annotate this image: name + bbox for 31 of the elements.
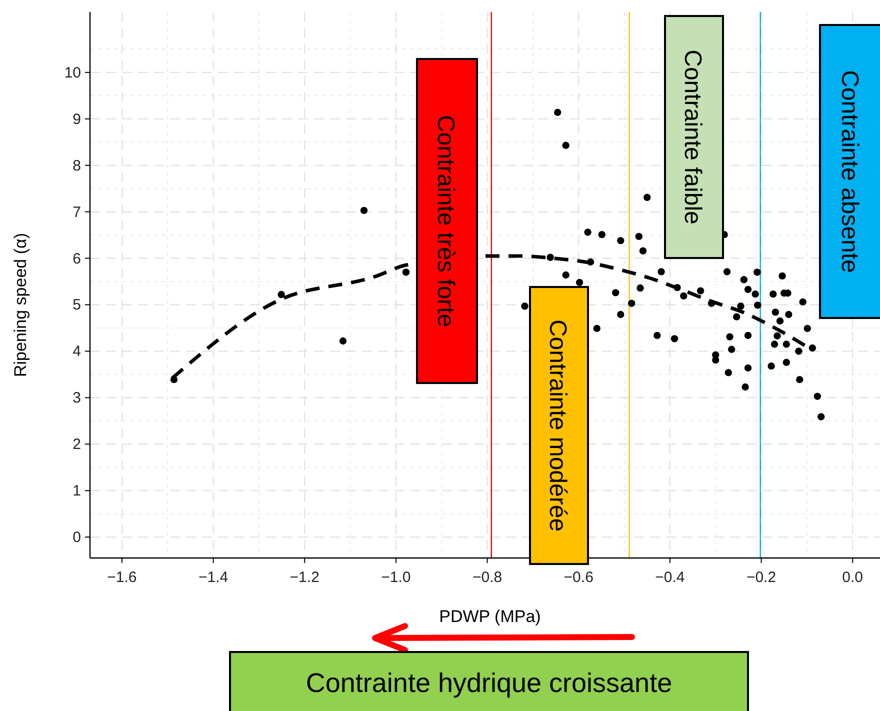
annotation: Contrainte faible [679,50,706,224]
x-tick-label: −0.4 [655,569,685,586]
x-tick-label: −1.4 [198,569,228,586]
x-tick-label: −0.2 [746,569,776,586]
annotation: Contrainte modérée [544,319,571,532]
label-box: Contrainte absente [819,24,880,319]
y-tick-label: 4 [72,343,81,360]
y-tick-label: 8 [72,157,81,174]
x-axis-title: PDWP (MPa) [439,607,541,626]
x-tick-label: −0.8 [472,569,502,586]
y-tick-label: 9 [72,110,81,128]
label-box: Contrainte très forte [416,58,478,384]
x-tick-label: 0.0 [842,569,864,586]
label-box: Contrainte modérée [529,286,589,565]
x-tick-label: −1.0 [381,569,411,586]
x-tick-label: −0.6 [564,569,594,586]
y-tick-label: 1 [72,482,81,500]
label-box: Contrainte hydrique croissante [229,651,749,711]
annotation: Contrainte très forte [432,114,459,328]
y-tick-label: 10 [64,64,81,82]
label-box: Contrainte faible [664,15,724,259]
y-tick-label: 2 [72,436,81,454]
y-tick-label: 7 [72,204,81,221]
y-tick-label: 3 [72,390,81,407]
x-tick-label: −1.6 [107,569,137,586]
x-tick-label: −1.2 [290,569,320,586]
y-tick-label: 5 [72,296,81,314]
y-axis-title: Ripening speed (α) [11,232,30,378]
annotation: Contrainte absente [836,70,863,273]
y-tick-label: 0 [72,529,81,546]
y-tick-label: 6 [72,250,81,268]
